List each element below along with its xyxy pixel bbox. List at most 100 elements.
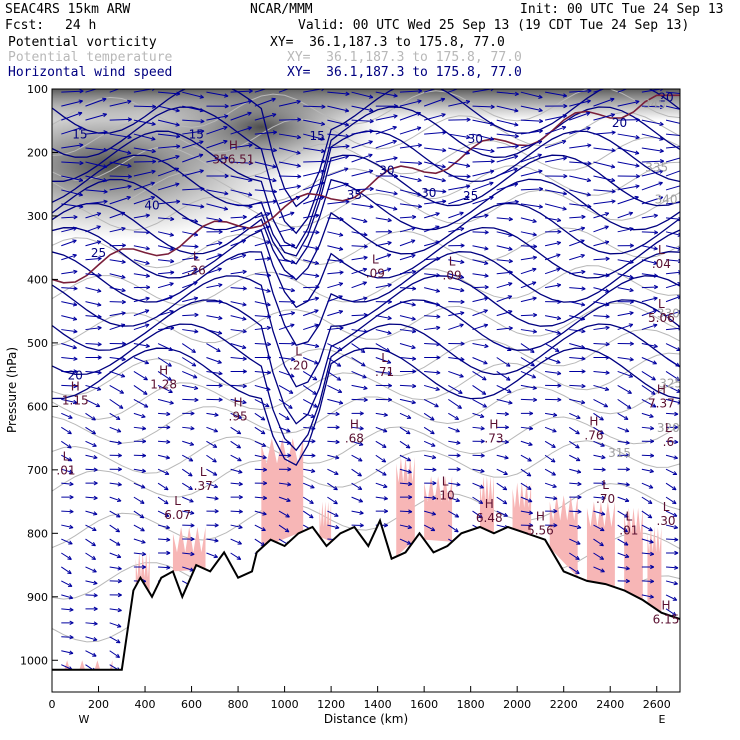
- wind-vector: [593, 130, 616, 135]
- wind-vector: [109, 99, 132, 107]
- wind-vector: [278, 356, 296, 362]
- wind-vector: [593, 189, 616, 194]
- x-end-label-west: W: [79, 713, 90, 726]
- wind-vector: [327, 231, 344, 237]
- wind-vector: [351, 169, 374, 177]
- wind-vector: [472, 309, 488, 317]
- wind-vector: [520, 118, 544, 124]
- wind-vector: [593, 97, 615, 107]
- wind-vector: [424, 273, 441, 278]
- y-tick-label: 600: [27, 400, 48, 413]
- wind-vector: [109, 273, 126, 279]
- theta-contour-label: 345: [643, 97, 666, 111]
- wind-vector: [641, 594, 654, 599]
- wind-vector: [399, 175, 422, 183]
- wind-vector: [569, 126, 591, 135]
- wind-vector: [158, 91, 181, 96]
- wind-vector: [254, 440, 267, 447]
- wind-vector: [85, 566, 97, 573]
- hl-marker-value: .37: [194, 479, 213, 493]
- wind-vector: [641, 538, 654, 544]
- wind-vector: [641, 412, 654, 418]
- wind-vector: [278, 440, 292, 445]
- wind-vector: [375, 426, 388, 433]
- wind-vector: [206, 357, 222, 364]
- valid-time: Valid: 00 UTC Wed 25 Sep 13 (19 CDT Tue …: [298, 18, 690, 33]
- wind-vector: [472, 510, 483, 519]
- wind-vector: [545, 103, 568, 109]
- wind-vector: [327, 258, 344, 264]
- wind-vector: [666, 565, 679, 570]
- wind-vector: [109, 426, 122, 433]
- wind-vector: [230, 343, 247, 350]
- x-tick-label: 1200: [317, 698, 345, 711]
- wind-vector: [593, 467, 606, 472]
- wind-vector: [278, 99, 301, 107]
- wind-vector: [327, 454, 340, 460]
- wind-vector: [157, 371, 172, 381]
- wind-vector: [254, 287, 271, 293]
- wind-vector: [327, 91, 350, 96]
- wind-vector: [206, 343, 221, 353]
- wind-vector: [230, 203, 253, 209]
- wind-vector: [617, 538, 629, 546]
- wind-vector: [472, 196, 494, 205]
- y-tick-label: 1000: [20, 654, 48, 667]
- wind-vector: [424, 480, 437, 486]
- wind-vector: [666, 411, 679, 417]
- wind-vector: [278, 311, 296, 317]
- wind-vector: [303, 439, 316, 444]
- wind-vector: [448, 195, 470, 205]
- hl-marker-value: 6.15: [653, 612, 680, 626]
- wind-vector: [423, 398, 439, 408]
- wind-vector: [496, 482, 508, 491]
- wind-vector: [85, 130, 108, 135]
- hl-marker-value: .09: [366, 267, 385, 281]
- wind-vector: [399, 494, 413, 500]
- wind-vector: [351, 186, 374, 192]
- legend-theta-label: Potential temperature: [8, 50, 173, 65]
- wind-vector: [520, 411, 534, 416]
- wind-vector: [351, 217, 368, 224]
- wind-vector: [544, 329, 561, 335]
- wind-vector: [278, 174, 302, 179]
- wind-vector: [424, 301, 441, 307]
- wind-vector: [157, 510, 170, 517]
- wind-vector: [665, 157, 680, 163]
- wind-vector: [133, 538, 146, 544]
- wind-vector: [302, 385, 317, 395]
- wind-vector: [109, 287, 126, 293]
- wind-vector: [351, 440, 364, 446]
- wind-vector: [133, 181, 155, 191]
- wind-vector: [424, 287, 441, 293]
- pv-contour: [52, 251, 680, 346]
- wind-vector: [254, 355, 272, 360]
- plot-frame: [51, 88, 681, 693]
- wind-vector: [496, 398, 513, 405]
- wind-vector: [448, 133, 471, 140]
- hl-marker-type: L: [665, 421, 672, 435]
- wind-vector: [472, 169, 495, 177]
- wind-vector: [472, 385, 487, 395]
- wind-vector: [61, 481, 74, 487]
- wind-vector: [61, 454, 73, 462]
- wind-vector: [375, 217, 392, 223]
- wind-vector: [617, 273, 634, 279]
- wind-vector: [327, 295, 343, 303]
- wind-vector: [520, 129, 543, 135]
- wind-vector: [593, 510, 606, 516]
- wind-vector: [472, 426, 485, 431]
- wind-vector: [327, 167, 349, 177]
- wind-vector: [593, 398, 609, 408]
- wind-vector: [61, 253, 77, 261]
- wind-vector: [278, 243, 296, 248]
- wind-vector: [665, 91, 680, 95]
- wind-vector: [157, 309, 174, 317]
- hl-marker-value: 6.07: [164, 508, 191, 522]
- wind-vector: [327, 357, 342, 367]
- wind-vector: [109, 370, 126, 378]
- wind-vector: [85, 606, 98, 612]
- wind-vector: [544, 139, 567, 149]
- wind-vector: [520, 329, 538, 334]
